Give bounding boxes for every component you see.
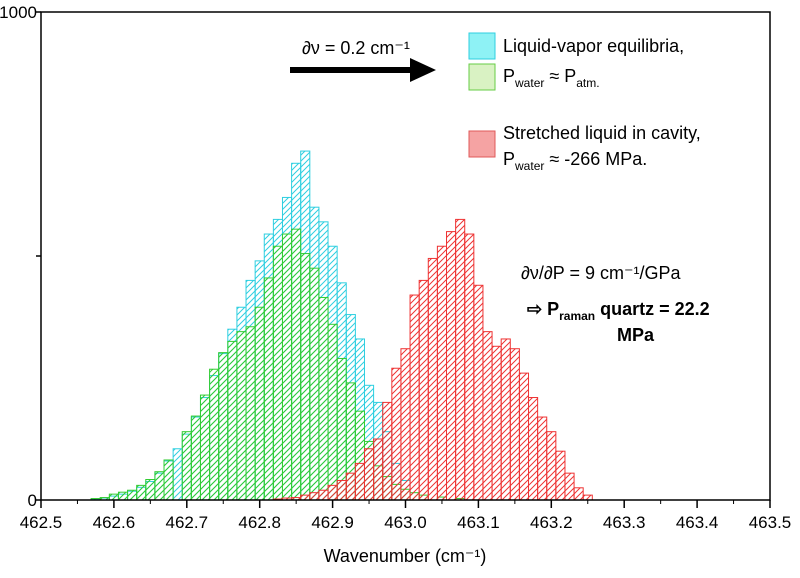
bar-stretched_red-16: [418, 279, 429, 501]
x-axis-title: Wavenumber (cm⁻¹): [324, 546, 487, 566]
y-tick-label-0: 0: [28, 491, 37, 510]
p-symbol-2: P: [503, 149, 515, 169]
bar-vapor_green-10: [190, 415, 201, 501]
p-subscript-water-2: water: [514, 159, 544, 173]
x-tick-label-6: 463.1: [457, 513, 500, 532]
bar-stretched_red-31: [555, 450, 566, 501]
p-symbol: P: [503, 66, 515, 86]
bar-vapor_green-25: [327, 323, 338, 501]
result-rest: quartz = 22.2: [595, 299, 710, 319]
bar-vapor_green-19: [272, 245, 283, 501]
result-main: P: [547, 299, 559, 319]
bar-vapor_green-21: [291, 228, 302, 501]
bar-vapor_green-18: [263, 277, 274, 501]
x-tick-label-4: 462.9: [311, 513, 354, 532]
series-stretched-liquid: [272, 218, 593, 501]
x-tick-label-0: 462.5: [20, 513, 63, 532]
bar-vapor_green-7: [154, 471, 165, 501]
result-annotation: ⇨ Praman quartz = 22.2: [527, 299, 710, 323]
x-tick-label-7: 463.2: [530, 513, 573, 532]
bar-vapor_green-6: [145, 479, 156, 501]
bar-stretched_red-26: [509, 348, 520, 501]
bar-stretched_red-6: [327, 484, 338, 501]
p-subscript-atm: atm.: [576, 76, 599, 90]
bar-vapor_green-22: [300, 253, 311, 501]
x-axis: 462.5 462.6 462.7 462.8 462.9 463.0 463.1 463.2…: [20, 500, 792, 532]
x-tick-label-8: 463.3: [603, 513, 646, 532]
x-tick-label-9: 463.4: [676, 513, 719, 532]
bar-stretched_red-19: [446, 231, 457, 501]
bar-stretched_red-7: [336, 479, 347, 501]
legend-label-pressure-stretched: Pwater ≈ -266 MPa.: [503, 149, 647, 173]
legend-swatch-red: [468, 130, 496, 158]
pressure-value: ≈ -266 MPa.: [544, 149, 647, 169]
bar-vapor_cyan-9: [172, 448, 183, 501]
bar-stretched_red-15: [409, 294, 420, 501]
legend-label-vapor: Liquid-vapor equilibria,: [503, 36, 684, 56]
bar-stretched_red-20: [455, 218, 466, 501]
y-tick-label-1: 1000: [0, 3, 37, 22]
legend-label-pressure-atm: Pwater ≈ Patm.: [503, 66, 600, 90]
bar-stretched_red-18: [436, 245, 448, 501]
bar-vapor_green-24: [318, 296, 329, 501]
shift-label: ∂ν = 0.2 cm⁻¹: [302, 38, 410, 58]
bar-stretched_red-13: [391, 367, 402, 501]
bar-vapor_green-8: [163, 459, 174, 501]
bar-vapor_green-11: [199, 394, 211, 501]
bar-stretched_red-22: [473, 284, 484, 501]
y-axis: 0 1000: [0, 3, 41, 510]
bar-stretched_red-24: [491, 345, 502, 501]
legend: Liquid-vapor equilibria, Pwater ≈ Patm. …: [468, 32, 701, 173]
bar-vapor_green-4: [127, 489, 138, 501]
bar-stretched_red-9: [354, 462, 365, 501]
bar-vapor_green-2: [108, 493, 119, 501]
slope-annotation: ∂ν/∂P = 9 cm⁻¹/GPa: [521, 263, 681, 283]
bar-stretched_red-8: [345, 472, 356, 501]
bar-vapor_green-3: [117, 491, 129, 501]
bar-vapor_green-23: [309, 267, 320, 501]
x-tick-label-1: 462.6: [93, 513, 136, 532]
bar-vapor_green-16: [245, 326, 256, 501]
result-prefix: ⇨: [527, 299, 547, 319]
bar-vapor_green-20: [281, 233, 293, 501]
bar-vapor_green-17: [254, 306, 265, 501]
legend-swatch-cyan: [468, 32, 496, 60]
bar-stretched_red-5: [318, 489, 329, 501]
bar-vapor_green-14: [227, 340, 238, 501]
bar-vapor_green-12: [209, 368, 220, 501]
bar-stretched_red-12: [382, 401, 393, 501]
bar-stretched_red-14: [400, 348, 411, 501]
bar-stretched_red-10: [363, 448, 375, 501]
bar-vapor_green-15: [236, 331, 247, 501]
bar-stretched_red-29: [537, 416, 548, 501]
bar-vapor_green-26: [336, 357, 347, 501]
bar-vapor_green-13: [218, 352, 229, 501]
bar-stretched_red-21: [464, 233, 475, 501]
bar-stretched_red-17: [427, 257, 438, 501]
bar-stretched_red-27: [518, 372, 530, 501]
legend-swatch-green: [468, 63, 496, 91]
bar-stretched_red-4: [309, 492, 320, 501]
x-tick-label-2: 462.7: [166, 513, 209, 532]
bar-stretched_red-25: [500, 338, 511, 501]
result-subscript: raman: [559, 309, 595, 323]
bar-stretched_red-11: [373, 438, 384, 501]
bar-stretched_red-32: [564, 472, 575, 501]
bar-vapor_green-9: [181, 431, 192, 501]
legend-label-stretched: Stretched liquid in cavity,: [503, 123, 701, 143]
bar-stretched_red-33: [573, 487, 584, 501]
p-subscript-water: water: [514, 76, 544, 90]
x-tick-label-5: 463.0: [384, 513, 427, 532]
bar-stretched_red-28: [528, 397, 539, 501]
shift-arrowhead: [410, 58, 436, 82]
x-tick-label-3: 462.8: [238, 513, 281, 532]
bar-stretched_red-23: [482, 331, 493, 501]
bar-stretched_red-30: [546, 431, 557, 501]
approx-atm: ≈ P: [544, 66, 576, 86]
result-annotation-line2: MPa: [617, 325, 655, 345]
x-tick-label-10: 463.5: [749, 513, 792, 532]
bar-vapor_green-5: [136, 484, 147, 501]
